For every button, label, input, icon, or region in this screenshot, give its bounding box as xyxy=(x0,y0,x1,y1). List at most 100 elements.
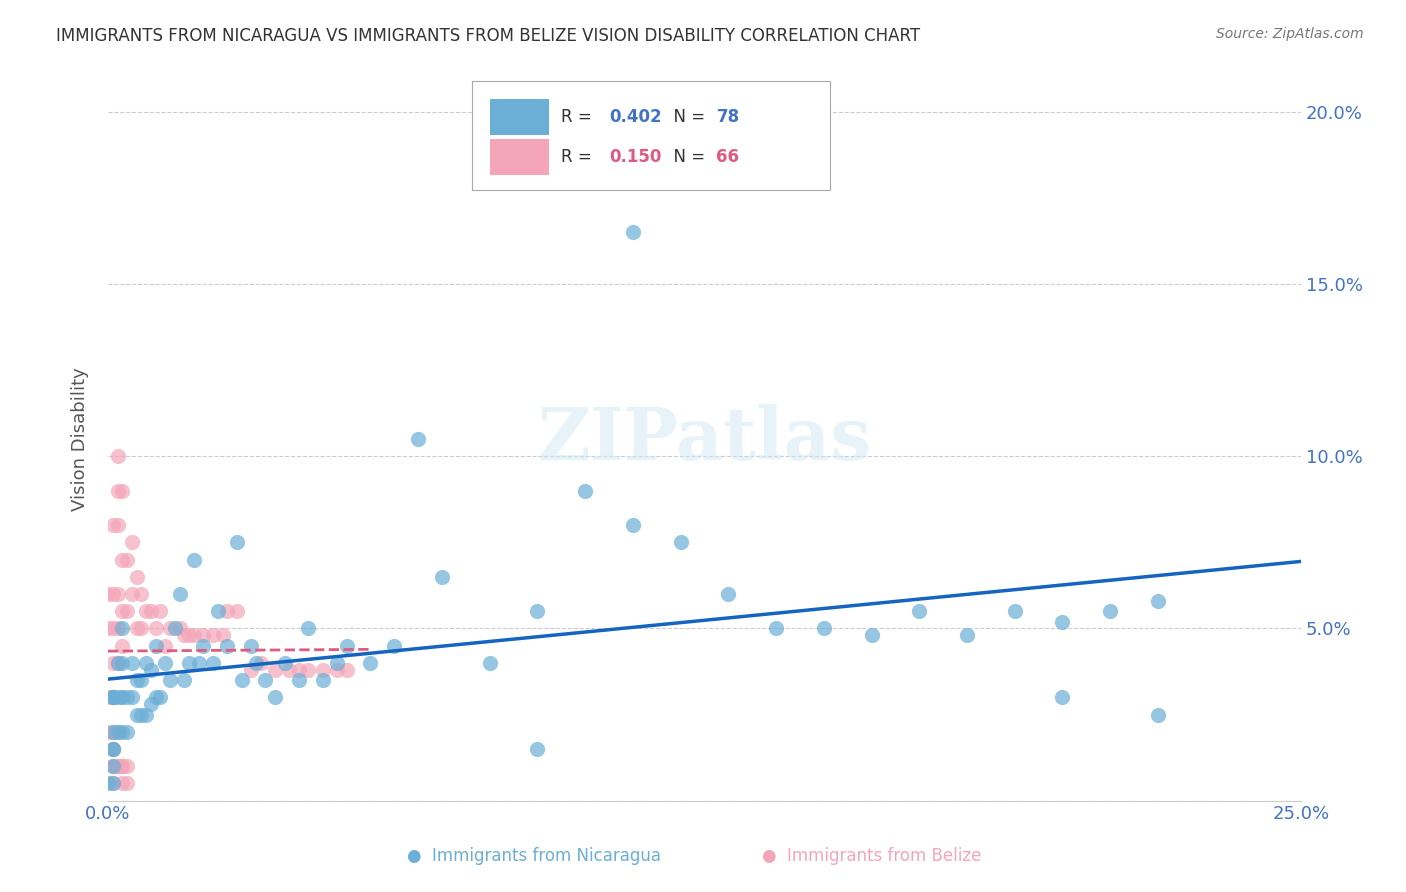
FancyBboxPatch shape xyxy=(489,99,550,136)
Text: 0.402: 0.402 xyxy=(609,108,662,126)
Text: ZIPatlas: ZIPatlas xyxy=(537,403,872,475)
Point xyxy=(131,587,153,601)
Point xyxy=(326,663,349,677)
Point xyxy=(179,656,201,670)
Point xyxy=(621,518,644,533)
Point xyxy=(1147,594,1170,608)
Text: 78: 78 xyxy=(717,108,740,126)
Point xyxy=(101,776,124,790)
Point xyxy=(101,742,124,756)
Point xyxy=(111,622,134,636)
Point xyxy=(1004,604,1026,618)
Point xyxy=(201,656,224,670)
Point xyxy=(264,663,287,677)
Point xyxy=(101,776,124,790)
Point xyxy=(101,759,124,773)
Point xyxy=(574,483,596,498)
Point xyxy=(406,432,429,446)
Y-axis label: Vision Disability: Vision Disability xyxy=(72,368,89,511)
Point xyxy=(430,570,453,584)
Point xyxy=(169,587,191,601)
Text: N =: N = xyxy=(662,148,710,166)
Point xyxy=(1147,707,1170,722)
Point xyxy=(231,673,253,687)
Point xyxy=(97,587,120,601)
Point xyxy=(193,639,215,653)
Point xyxy=(860,628,883,642)
Point xyxy=(115,724,138,739)
Point xyxy=(107,656,129,670)
Point xyxy=(145,622,167,636)
Point xyxy=(254,673,277,687)
Point xyxy=(217,639,239,653)
Point xyxy=(717,587,740,601)
Point xyxy=(101,759,124,773)
Text: N =: N = xyxy=(662,108,710,126)
Point xyxy=(125,707,148,722)
Point xyxy=(101,690,124,705)
Point xyxy=(107,587,129,601)
Point xyxy=(107,724,129,739)
Point xyxy=(1052,690,1074,705)
Point xyxy=(121,587,143,601)
Text: ●  Immigrants from Belize: ● Immigrants from Belize xyxy=(762,847,981,865)
Point xyxy=(97,690,120,705)
Point xyxy=(173,673,195,687)
Point xyxy=(121,690,143,705)
Text: IMMIGRANTS FROM NICARAGUA VS IMMIGRANTS FROM BELIZE VISION DISABILITY CORRELATIO: IMMIGRANTS FROM NICARAGUA VS IMMIGRANTS … xyxy=(56,27,921,45)
Point xyxy=(111,759,134,773)
Point xyxy=(107,449,129,463)
Point xyxy=(312,673,335,687)
Point xyxy=(131,673,153,687)
Point xyxy=(115,552,138,566)
Point xyxy=(217,604,239,618)
Point xyxy=(225,535,247,549)
Point xyxy=(131,622,153,636)
Point xyxy=(107,724,129,739)
Point xyxy=(908,604,931,618)
Point xyxy=(101,742,124,756)
Point xyxy=(765,622,787,636)
Point xyxy=(115,690,138,705)
Point xyxy=(101,742,124,756)
Point xyxy=(139,604,162,618)
Point xyxy=(336,639,359,653)
Point xyxy=(111,656,134,670)
Text: R =: R = xyxy=(561,148,598,166)
Point xyxy=(101,759,124,773)
Point xyxy=(211,628,233,642)
Point xyxy=(382,639,405,653)
Point xyxy=(179,628,201,642)
Point xyxy=(111,690,134,705)
Point xyxy=(111,604,134,618)
Point xyxy=(107,483,129,498)
Point xyxy=(131,707,153,722)
Point xyxy=(1052,615,1074,629)
Point xyxy=(207,604,229,618)
Point xyxy=(125,622,148,636)
Point xyxy=(193,628,215,642)
Point xyxy=(225,604,247,618)
Point xyxy=(155,656,177,670)
Point xyxy=(121,535,143,549)
Point xyxy=(159,622,181,636)
Point xyxy=(101,690,124,705)
Point xyxy=(125,673,148,687)
Point xyxy=(115,759,138,773)
Point xyxy=(526,604,548,618)
Point xyxy=(273,656,295,670)
Point xyxy=(183,552,205,566)
Point xyxy=(107,518,129,533)
Point xyxy=(145,639,167,653)
FancyBboxPatch shape xyxy=(489,139,550,175)
Point xyxy=(149,604,172,618)
Point xyxy=(101,690,124,705)
Point xyxy=(101,587,124,601)
Point xyxy=(111,483,134,498)
Point xyxy=(173,628,195,642)
Point xyxy=(264,690,287,705)
Point xyxy=(101,724,124,739)
Text: R =: R = xyxy=(561,108,598,126)
Point xyxy=(187,656,209,670)
Point xyxy=(107,759,129,773)
